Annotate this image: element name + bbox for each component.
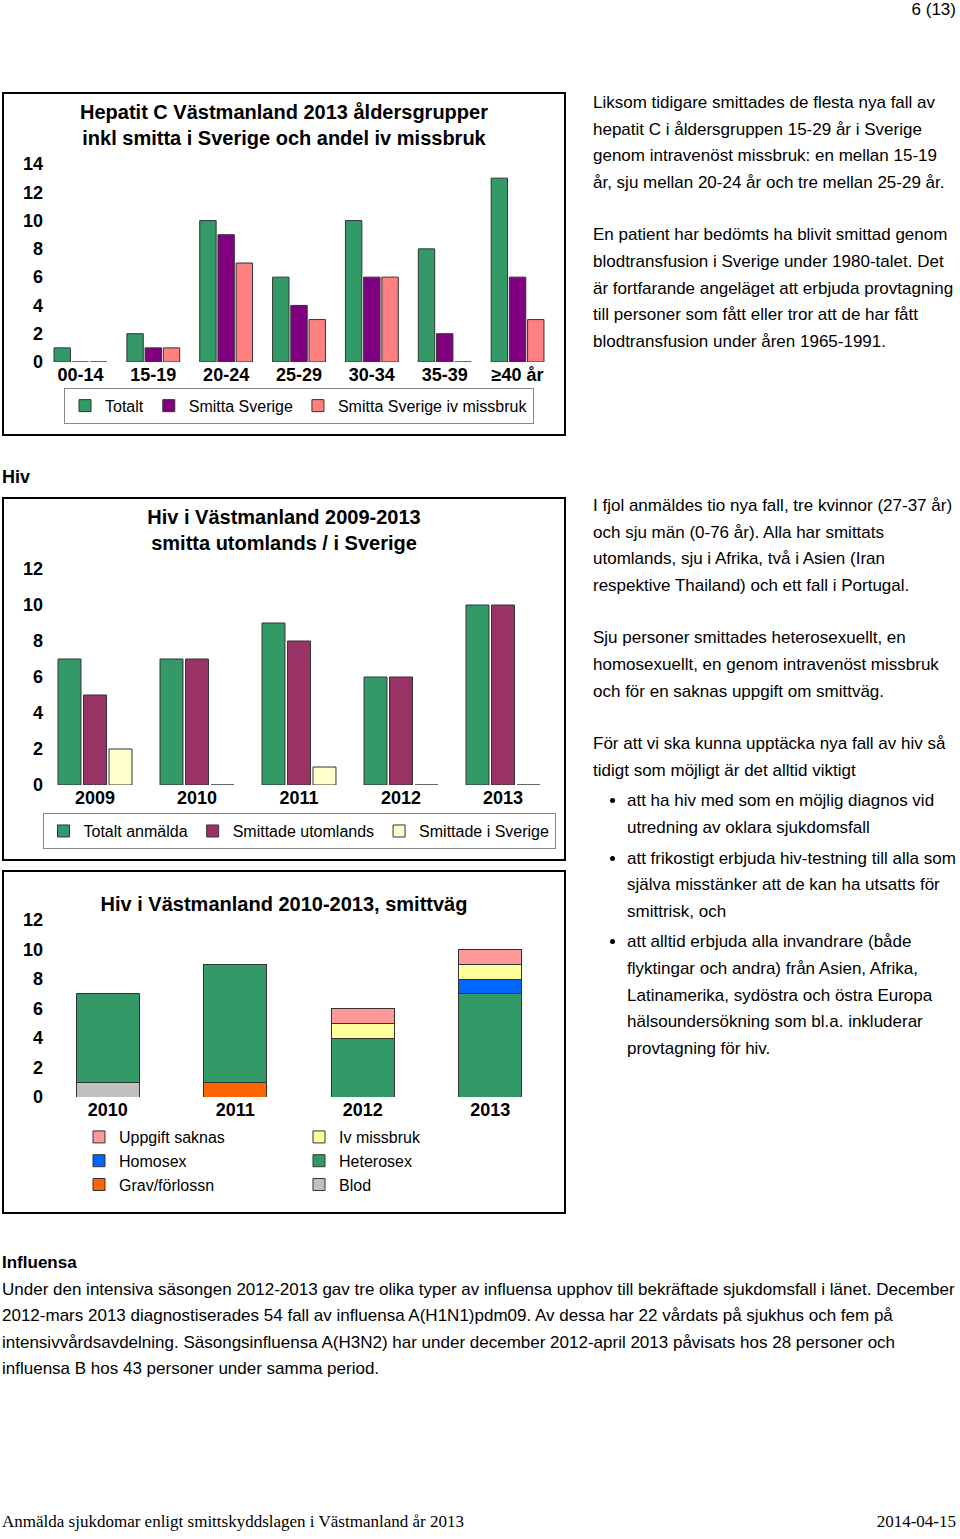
svg-text:25-29: 25-29: [276, 365, 322, 385]
svg-text:4: 4: [33, 703, 43, 723]
svg-text:6: 6: [33, 267, 43, 287]
svg-text:2012: 2012: [343, 1100, 383, 1120]
html-text:2014-04-15: 2014-04-15: [876, 1512, 956, 1531]
svg-text:8: 8: [33, 969, 43, 989]
svg-text:00-14: 00-14: [57, 365, 103, 385]
html-text:att frikostigt erbjuda hiv-tes: att frikostigt erbjuda hiv-testning till…: [627, 848, 956, 921]
svg-text:2013: 2013: [470, 1100, 510, 1120]
svg-text:15-19: 15-19: [130, 365, 176, 385]
svg-text:2010: 2010: [88, 1100, 128, 1120]
svg-text:Iv missbruk: Iv missbruk: [339, 1129, 421, 1146]
svg-text:Smittade utomlands: Smittade utomlands: [233, 823, 374, 840]
svg-text:2011: 2011: [216, 1100, 255, 1120]
svg-text:Homosex: Homosex: [119, 1153, 187, 1170]
svg-text:2012: 2012: [381, 788, 421, 808]
svg-text:8: 8: [33, 631, 43, 651]
svg-text:≥40 år: ≥40 år: [492, 365, 544, 385]
svg-text:Uppgift saknas: Uppgift saknas: [119, 1129, 225, 1146]
svg-text:2010: 2010: [177, 788, 217, 808]
svg-text:6: 6: [33, 667, 43, 687]
svg-text:Totalt: Totalt: [105, 398, 144, 415]
svg-text:0: 0: [33, 775, 43, 795]
html-text:Under den intensiva säsongen 2: Under den intensiva säsongen 2012-2013 g…: [2, 1279, 955, 1379]
svg-text:12: 12: [23, 183, 43, 203]
svg-text:Hepatit C Västmanland 2013 åld: Hepatit C Västmanland 2013 åldersgrupper…: [80, 101, 488, 149]
html-text:Influensa: Influensa: [2, 1253, 77, 1272]
svg-text:0: 0: [33, 1087, 43, 1107]
svg-text:Totalt anmälda: Totalt anmälda: [84, 823, 188, 840]
svg-text:4: 4: [33, 296, 43, 316]
svg-text:2009: 2009: [75, 788, 115, 808]
svg-text:12: 12: [23, 910, 43, 930]
svg-text:14: 14: [23, 154, 43, 174]
html-text:6 (13): 6 (13): [911, 0, 956, 19]
html-text:att ha hiv med som en möjlig d: att ha hiv med som en möjlig diagnos vid…: [627, 791, 935, 837]
svg-text:10: 10: [23, 940, 43, 960]
svg-text:Hiv i Västmanland 2010-2013, s: Hiv i Västmanland 2010-2013, smittväg: [101, 893, 468, 915]
svg-text:6: 6: [33, 999, 43, 1019]
svg-text:0: 0: [33, 352, 43, 372]
html-text:Liksom tidigare smittades de f: Liksom tidigare smittades de flesta nya …: [593, 93, 945, 192]
svg-text:2: 2: [33, 1058, 43, 1078]
svg-text:Hiv i Västmanland 2009-2013smi: Hiv i Västmanland 2009-2013smitta utomla…: [147, 506, 420, 554]
svg-text:8: 8: [33, 239, 43, 259]
svg-text:12: 12: [23, 559, 43, 579]
html-text:Sju personer smittades heteros: Sju personer smittades heterosexuellt, e…: [593, 628, 939, 701]
svg-text:35-39: 35-39: [422, 365, 468, 385]
svg-text:Smitta Sverige iv missbruk: Smitta Sverige iv missbruk: [338, 398, 527, 415]
svg-text:20-24: 20-24: [203, 365, 249, 385]
svg-text:30-34: 30-34: [349, 365, 395, 385]
svg-text:2013: 2013: [483, 788, 523, 808]
svg-text:2011: 2011: [279, 788, 318, 808]
html-text:För att vi ska kunna upptäcka: För att vi ska kunna upptäcka nya fall a…: [593, 734, 946, 780]
html-text:I fjol anmäldes tio nya fall,: I fjol anmäldes tio nya fall, tre kvinno…: [593, 496, 953, 595]
svg-text:2: 2: [33, 324, 43, 344]
html-text:Anmälda sjukdomar enligt smitt: Anmälda sjukdomar enligt smittskyddslage…: [2, 1512, 464, 1531]
svg-text:10: 10: [23, 595, 43, 615]
html-text:Hiv: Hiv: [2, 467, 30, 487]
svg-text:Heterosex: Heterosex: [339, 1153, 412, 1170]
html-text:att alltid erbjuda alla invand: att alltid erbjuda alla invandrare (både…: [627, 932, 933, 1058]
svg-text:Grav/förlossn: Grav/förlossn: [119, 1177, 214, 1194]
html-text:En patient har bedömts ha bliv: En patient har bedömts ha blivit smittad…: [593, 225, 954, 351]
svg-text:4: 4: [33, 1028, 43, 1048]
svg-text:Smittade i Sverige: Smittade i Sverige: [419, 823, 549, 840]
svg-text:Smitta Sverige: Smitta Sverige: [189, 398, 293, 415]
svg-text:10: 10: [23, 211, 43, 231]
svg-text:2: 2: [33, 739, 43, 759]
svg-text:Blod: Blod: [339, 1177, 371, 1194]
